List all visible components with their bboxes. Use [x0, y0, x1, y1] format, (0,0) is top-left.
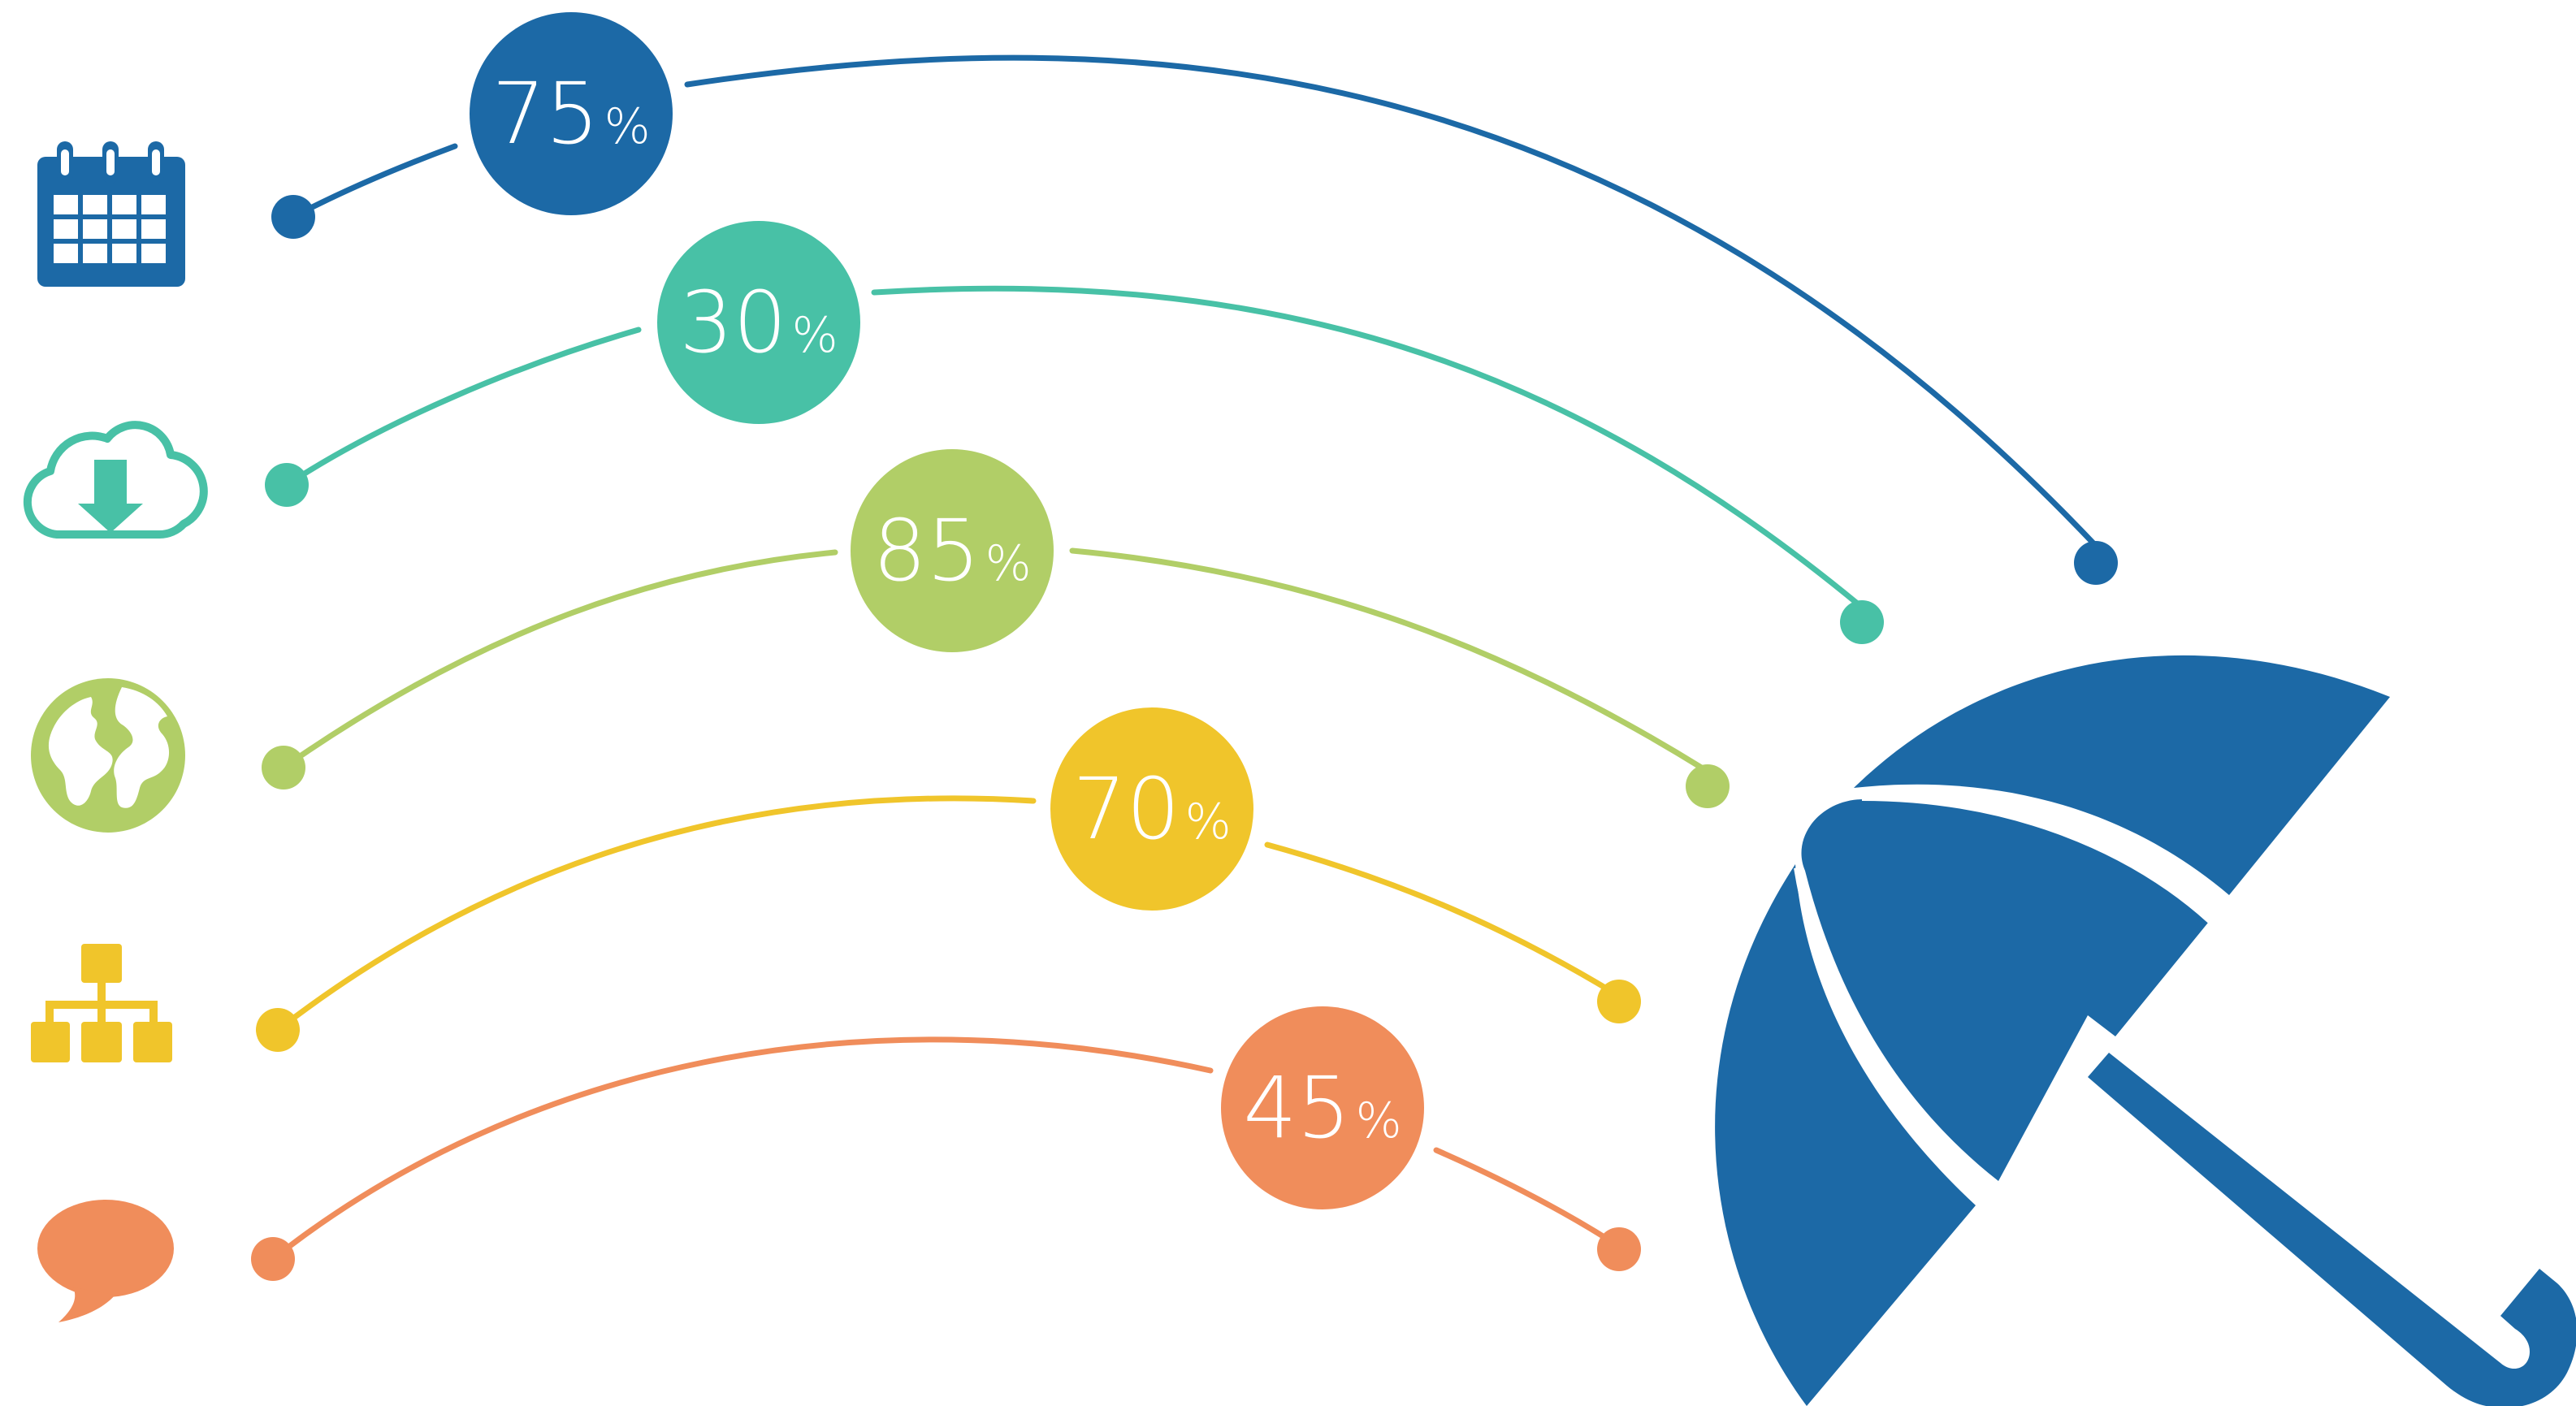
percent-sign: % [1356, 1092, 1402, 1149]
arc-end-dot [1597, 1227, 1641, 1271]
arc-line-end [1433, 1147, 1617, 1246]
arc-end-dot [1597, 980, 1641, 1023]
arc-end-dot [2074, 541, 2118, 585]
globe-icon [31, 678, 185, 833]
arc-end-dot [1840, 600, 1884, 644]
percent-bubble: 30% [657, 221, 860, 424]
cloud-download-icon [23, 421, 208, 539]
percent-bubble: 85% [851, 449, 1054, 652]
arc-line-end [684, 54, 2099, 549]
percent-circle [1221, 1006, 1424, 1209]
percent-value: 30 [679, 273, 786, 372]
arc-line-end [1264, 841, 1617, 996]
percent-circle [851, 449, 1054, 652]
arc-line-start [290, 143, 458, 220]
speech-bubble-icon [37, 1200, 174, 1322]
percent-label: 85% [872, 501, 1031, 600]
sitemap-icon [31, 944, 172, 1062]
percent-label: 70% [1072, 759, 1231, 859]
percent-value: 85 [872, 501, 980, 600]
arc-line-end [871, 285, 1864, 609]
percent-bubble: 45% [1221, 1006, 1424, 1209]
percent-circle [470, 12, 673, 215]
arcs-layer [251, 54, 2118, 1281]
percent-label: 45% [1243, 1058, 1401, 1157]
percent-circle [657, 221, 860, 424]
percent-sign: % [985, 535, 1032, 592]
arc-line-start [275, 795, 1037, 1033]
percent-bubble: 70% [1050, 707, 1253, 911]
percent-value: 70 [1072, 759, 1180, 859]
percent-value: 75 [491, 64, 599, 163]
arc-start-dot [271, 195, 315, 239]
calendar-icon [37, 141, 185, 287]
arc-start-dot [265, 463, 309, 507]
arc-line-end [1069, 547, 1706, 772]
percent-sign: % [1185, 794, 1232, 850]
arc-start-dot [262, 746, 305, 790]
arc-end-dot [1686, 764, 1730, 808]
percent-value: 45 [1243, 1058, 1350, 1157]
arc-start-dot [256, 1008, 300, 1052]
arc-line-start [280, 549, 838, 771]
percent-sign: % [792, 307, 838, 364]
arc-line-start [284, 327, 642, 488]
percent-bubbles: 75 %30 %85 %70 %45% [470, 12, 1424, 1209]
arc-line-start [270, 1036, 1214, 1262]
percent-sign: % [604, 98, 651, 155]
arc-start-dot [251, 1237, 295, 1281]
umbrella-icon [1715, 655, 2576, 1406]
percent-bubble: 75% [470, 12, 673, 215]
percent-label: 75% [491, 64, 650, 163]
percent-circle [1050, 707, 1253, 911]
percent-label: 30% [679, 273, 838, 372]
